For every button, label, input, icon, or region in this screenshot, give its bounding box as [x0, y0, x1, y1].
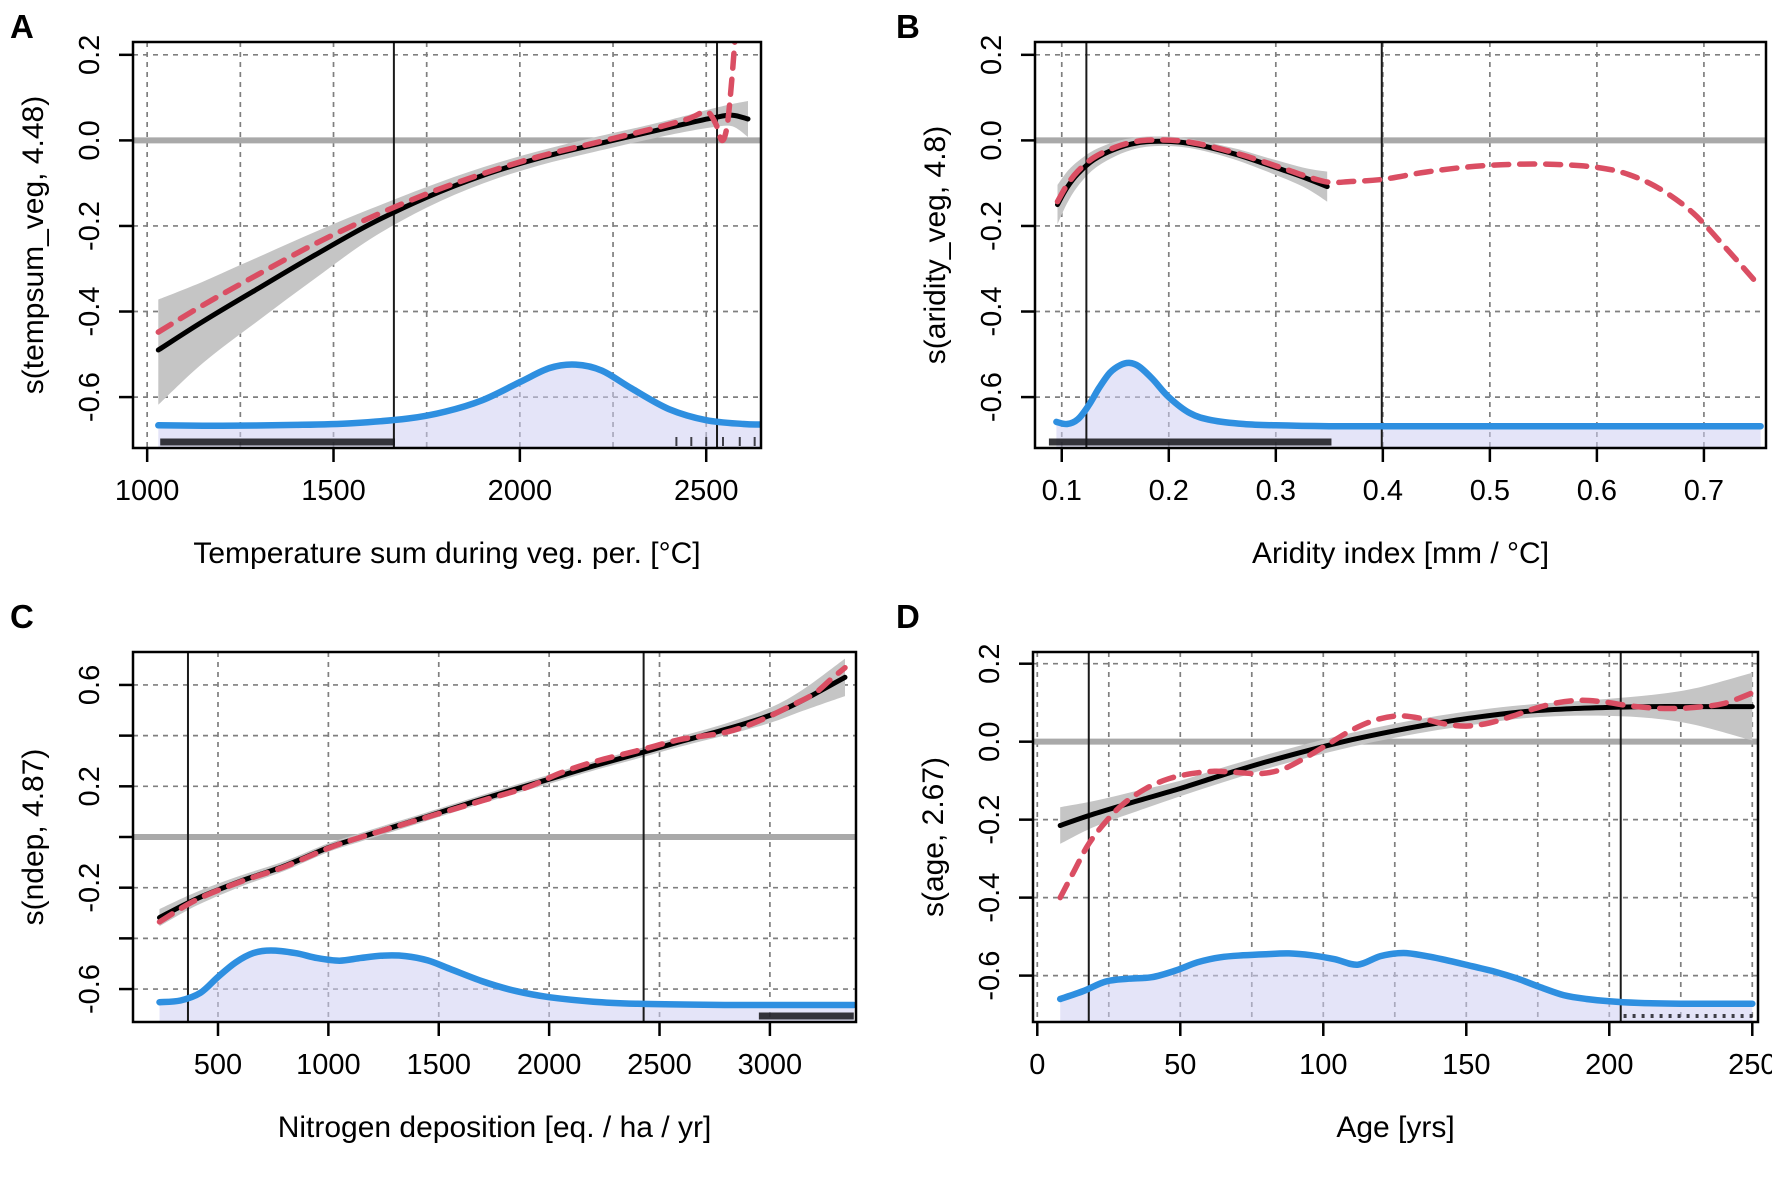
plot-border	[1031, 650, 1760, 1024]
x-tick-label: 0	[1029, 1049, 1045, 1081]
x-tick-label: 150	[1442, 1049, 1490, 1081]
x-tick-label: 0.5	[1470, 475, 1510, 507]
plot-area-B	[1035, 42, 1766, 448]
y-tick-label: -0.6	[976, 372, 1008, 422]
x-tick-label: 0.4	[1363, 475, 1403, 507]
y-tick-label: -0.4	[74, 287, 106, 337]
y-tick-label: -0.2	[974, 795, 1006, 845]
x-tick-label: 2000	[488, 475, 553, 507]
density-fill	[159, 950, 854, 1022]
density-curve	[155, 361, 761, 430]
panel-D: 0 50 100 150 200 250 0.2 0.0 -0.2 -0.4 -0.6 Age [yr…	[896, 598, 1772, 1144]
x-tick-label: 2500	[627, 1049, 692, 1081]
alt-smooth-dashed-line	[156, 664, 848, 925]
plot-border	[131, 40, 763, 450]
y-tick-label: 0.6	[74, 665, 106, 705]
x-tick-label: 250	[1728, 1049, 1772, 1081]
y-tick-label: 0.2	[974, 644, 1006, 684]
panel-letter: A	[10, 8, 34, 45]
plot-area-A	[133, 42, 761, 448]
y-tick-label: -0.6	[74, 372, 106, 422]
panel-B: 0.1 0.2 0.3 0.4 0.5 0.6 0.7 0.2 0.0 -0.2 -0.4 -0.6 A…	[896, 8, 1768, 570]
x-axis-title: Aridity index [mm / °C]	[1252, 537, 1549, 570]
x-tick-label: 500	[194, 1049, 242, 1081]
y-tick-label: -0.4	[976, 287, 1008, 337]
x-axis-title: Nitrogen deposition [eq. / ha / yr]	[278, 1111, 712, 1144]
confidence-band	[158, 101, 749, 405]
density-fill	[1060, 953, 1753, 1022]
plot-area-D	[1033, 652, 1758, 1022]
panel-letter: D	[896, 598, 920, 635]
x-tick-label: 0.3	[1256, 475, 1296, 507]
x-tick-label: 0.7	[1684, 475, 1724, 507]
y-axis-title: s(tempsum_veg, 4.48)	[17, 96, 50, 394]
x-tick-label: 1000	[296, 1049, 361, 1081]
plot-border	[1033, 40, 1768, 450]
y-tick-label: -0.2	[976, 201, 1008, 251]
plot-area-C	[133, 652, 856, 1022]
x-tick-label: 100	[1299, 1049, 1347, 1081]
y-tick-label: 0.2	[74, 766, 106, 806]
y-axis-title: s(ndep, 4.87)	[17, 749, 50, 926]
density-curve	[1056, 949, 1756, 1007]
panel-letter: B	[896, 8, 920, 45]
density-fill	[1056, 362, 1761, 448]
x-tick-label: 0.6	[1577, 475, 1617, 507]
x-tick-label: 1500	[406, 1049, 471, 1081]
y-axis-title: s(aridity_veg, 4.8)	[919, 126, 952, 364]
y-tick-label: -0.6	[974, 951, 1006, 1001]
density-curve	[1053, 359, 1764, 430]
x-axis-title: Temperature sum during veg. per. [°C]	[193, 537, 700, 570]
confidence-band	[1057, 136, 1328, 225]
x-tick-label: 200	[1585, 1049, 1633, 1081]
y-tick-label: 0.0	[74, 120, 106, 160]
plot-border	[131, 650, 858, 1024]
alt-smooth-dashed-line	[155, 42, 738, 335]
y-tick-label: 0.0	[976, 120, 1008, 160]
x-tick-label: 2500	[674, 475, 739, 507]
alt-smooth-dashed-line	[1054, 137, 1761, 287]
y-tick-label: 0.2	[976, 35, 1008, 75]
x-tick-label: 3000	[738, 1049, 803, 1081]
y-tick-label: -0.6	[74, 964, 106, 1014]
y-tick-label: 0.0	[974, 722, 1006, 762]
x-tick-label: 1000	[115, 475, 180, 507]
x-tick-label: 2000	[517, 1049, 582, 1081]
y-tick-label: -0.2	[74, 201, 106, 251]
x-tick-label: 50	[1164, 1049, 1196, 1081]
y-tick-label: -0.2	[74, 863, 106, 913]
density-curve	[156, 947, 856, 1009]
y-tick-label: 0.2	[74, 35, 106, 75]
x-axis-title: Age [yrs]	[1336, 1111, 1454, 1144]
y-tick-label: -0.4	[974, 873, 1006, 923]
x-tick-label: 0.2	[1149, 475, 1189, 507]
alt-smooth-dashed-line	[1057, 690, 1756, 901]
panel-A: 1000 1500 2000 2500 0.2 0.0 -0.2 -0.4 -0.6 Temper…	[10, 8, 763, 570]
confidence-band	[1060, 672, 1753, 844]
x-tick-label: 1500	[301, 475, 366, 507]
y-axis-title: s(age, 2.67)	[917, 757, 950, 917]
panel-C: 500 1000 1500 2000 2500 3000 0.6 0.2 -0.2 -0.6 Nit…	[10, 598, 858, 1144]
panel-letter: C	[10, 598, 34, 635]
x-tick-label: 0.1	[1042, 475, 1082, 507]
